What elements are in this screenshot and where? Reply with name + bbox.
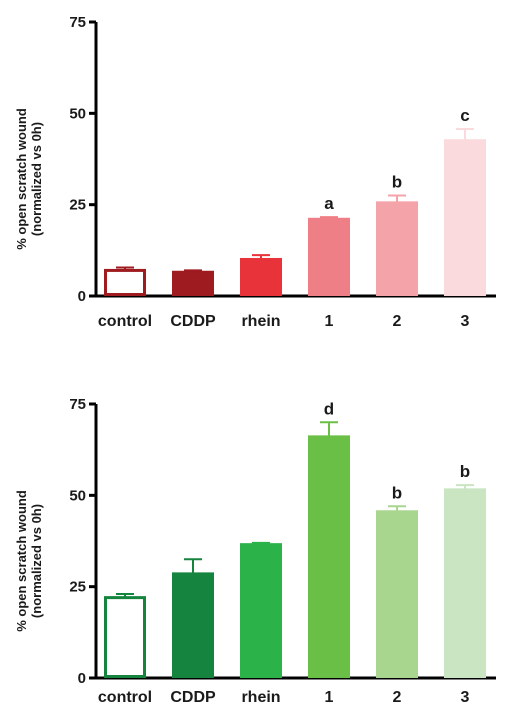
category-label: 3 [461,689,470,706]
y-tick-label: 0 [78,670,86,687]
y-axis-label-line2: (normalized vs 0h) [29,504,44,618]
category-label: CDDP [170,689,216,706]
bar-group-2: b2 [376,483,418,706]
significance-label: d [324,399,334,418]
bar-group-rhein: rhein [240,254,282,330]
y-axis-label-line1: % open scratch wound [14,108,29,250]
category-label: 2 [393,689,402,706]
bar-rhein [240,257,282,297]
category-label: 1 [325,313,334,330]
category-label: 3 [461,313,470,330]
chart-panel-1: 0 25 50 75 % open scratch wound(normalized v… [14,14,496,330]
y-tick-label: 50 [69,487,86,504]
bar-2 [376,510,418,679]
y-tick-label: 75 [69,14,86,31]
category-label: 1 [325,689,334,706]
bar-rhein [240,543,282,678]
bar-group-1: a1 [308,194,350,330]
bar-group-3: c3 [444,106,486,330]
bar-3 [444,139,486,296]
bar-group-1: d1 [308,399,350,706]
bar-control [104,268,146,296]
bar-group-control: control [98,266,152,330]
bar-control [104,596,146,678]
bar-group-control: control [98,592,152,706]
bar-1 [308,217,350,296]
bar-CDDP [172,270,214,296]
category-label: rhein [241,313,280,330]
significance-label: a [324,194,334,213]
category-label: 2 [393,313,402,330]
y-tick-label: 0 [78,288,86,305]
y-tick-label: 25 [69,197,86,214]
bar-CDDP [172,572,214,679]
category-label: CDDP [170,313,216,330]
y-axis-label-line2: (normalized vs 0h) [29,122,44,236]
significance-label: b [392,483,402,502]
category-label: rhein [241,689,280,706]
y-tick-label: 25 [69,579,86,596]
bar-group-CDDP: CDDP [170,558,216,706]
bar-group-2: b2 [376,173,418,330]
bar-2 [376,201,418,296]
category-label: control [98,689,152,706]
bar-group-3: b3 [444,462,486,706]
y-tick-label: 50 [69,105,86,122]
bar-group-rhein: rhein [240,541,282,706]
category-label: control [98,313,152,330]
y-axis-label-line1: % open scratch wound [14,490,29,632]
y-axis-label: % open scratch wound(normalized vs 0h) [14,490,44,632]
significance-label: b [460,462,470,481]
y-tick-label: 75 [69,396,86,413]
chart-panel-2: 0 25 50 75 % open scratch wound(normalized v… [14,396,496,706]
bar-3 [444,488,486,678]
y-axis-label: % open scratch wound(normalized vs 0h) [14,108,44,250]
bar-1 [308,435,350,678]
significance-label: b [392,173,402,192]
bar-group-CDDP: CDDP [170,269,216,330]
significance-label: c [460,106,469,125]
